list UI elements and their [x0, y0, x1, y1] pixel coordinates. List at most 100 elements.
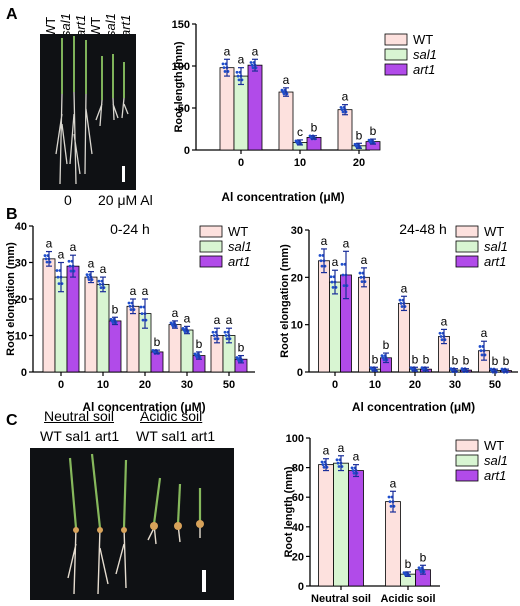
data-point — [380, 354, 384, 358]
x-tick-label: 50 — [223, 379, 235, 391]
data-point — [352, 471, 356, 475]
data-point — [335, 458, 339, 462]
data-point — [141, 318, 145, 322]
panel-letter-a: A — [6, 6, 18, 23]
legend-label: sal1 — [484, 239, 508, 254]
x-tick-label: 10 — [369, 379, 381, 391]
bar — [84, 276, 98, 373]
significance-letter: a — [100, 262, 107, 276]
significance-letter: a — [172, 306, 179, 320]
significance-letter: a — [46, 237, 53, 251]
significance-letter: a — [323, 444, 330, 458]
data-point — [440, 338, 444, 342]
data-point — [400, 305, 404, 308]
data-point — [57, 282, 61, 286]
photo-c-header-acidic: Acidic soil — [140, 408, 203, 424]
significance-letter: b — [112, 302, 119, 316]
data-point — [236, 74, 240, 78]
data-point — [237, 78, 241, 82]
significance-letter: a — [214, 313, 221, 327]
panel-letter-c: C — [6, 412, 18, 429]
significance-letter: a — [224, 44, 231, 58]
significance-letter: a — [184, 311, 191, 325]
data-point — [340, 262, 344, 266]
data-point — [358, 271, 362, 275]
data-point — [389, 504, 393, 508]
data-point — [339, 106, 343, 109]
data-point — [139, 305, 143, 309]
chart-title: 0-24 h — [110, 221, 150, 237]
data-point — [382, 358, 386, 362]
data-point — [320, 460, 324, 464]
legend-label: WT — [484, 438, 504, 453]
data-point — [381, 356, 385, 360]
y-tick-label: 10 — [15, 331, 27, 343]
significance-letter: a — [343, 236, 350, 250]
bar — [398, 302, 410, 373]
data-point — [85, 273, 89, 277]
data-point — [129, 308, 133, 311]
y-tick-label: 40 — [15, 221, 27, 233]
x-tick-label: 0 — [238, 157, 244, 169]
legend-swatch — [455, 255, 479, 268]
y-tick-label: 20 — [291, 272, 303, 284]
legend-label: WT — [413, 32, 433, 47]
data-point — [97, 279, 101, 283]
bar — [180, 329, 194, 373]
bar — [358, 276, 370, 373]
significance-letter: b — [356, 128, 363, 142]
y-tick-label: 20 — [292, 551, 304, 563]
legend-swatch — [455, 469, 479, 482]
bar — [348, 470, 364, 587]
y-tick-label: 20 — [15, 294, 27, 306]
data-point — [399, 301, 403, 305]
significance-letter: b — [370, 124, 377, 138]
y-tick-label: 30 — [15, 258, 27, 270]
data-point — [223, 330, 227, 334]
x-axis-label: Al concentration (μM) — [82, 400, 205, 414]
data-point — [341, 273, 345, 277]
significance-letter: a — [226, 313, 233, 327]
data-point — [388, 500, 392, 504]
x-tick-label: Acidic soil — [380, 593, 435, 605]
data-point — [68, 264, 72, 268]
bar — [126, 305, 140, 373]
x-tick-label: 30 — [449, 379, 461, 391]
bar — [150, 351, 164, 373]
data-point — [479, 349, 483, 353]
legend-swatch — [455, 240, 479, 253]
y-tick-label: 0 — [184, 145, 190, 157]
photo-a-label-20al: 20 μM Al — [98, 192, 153, 208]
data-point — [225, 337, 229, 341]
significance-letter: b — [503, 354, 510, 368]
data-point — [56, 275, 60, 279]
y-axis-label: Root length (mm) — [173, 41, 185, 132]
significance-letter: b — [452, 354, 459, 368]
significance-letter: a — [353, 450, 360, 464]
bar — [278, 91, 294, 151]
data-point — [438, 331, 442, 335]
data-point — [359, 275, 363, 279]
legend-label: sal1 — [228, 239, 252, 254]
y-axis-label: Root elongation (mm) — [5, 242, 17, 356]
x-tick-label: 10 — [97, 379, 109, 391]
y-tick-label: 40 — [292, 522, 304, 534]
data-point — [128, 304, 132, 308]
significance-letter: a — [238, 53, 245, 67]
data-point — [351, 469, 355, 472]
significance-letter: a — [361, 253, 368, 267]
data-point — [44, 257, 48, 261]
data-point — [213, 337, 217, 341]
x-tick-label: 0 — [58, 379, 64, 391]
panel-letter-b: B — [6, 206, 18, 223]
data-point — [249, 61, 253, 64]
data-point — [329, 275, 333, 279]
significance-letter: b — [412, 352, 419, 366]
x-tick-label: 20 — [139, 379, 151, 391]
data-point — [480, 353, 484, 357]
legend-swatch — [384, 63, 408, 76]
data-point — [320, 264, 324, 268]
significance-letter: a — [441, 314, 448, 328]
